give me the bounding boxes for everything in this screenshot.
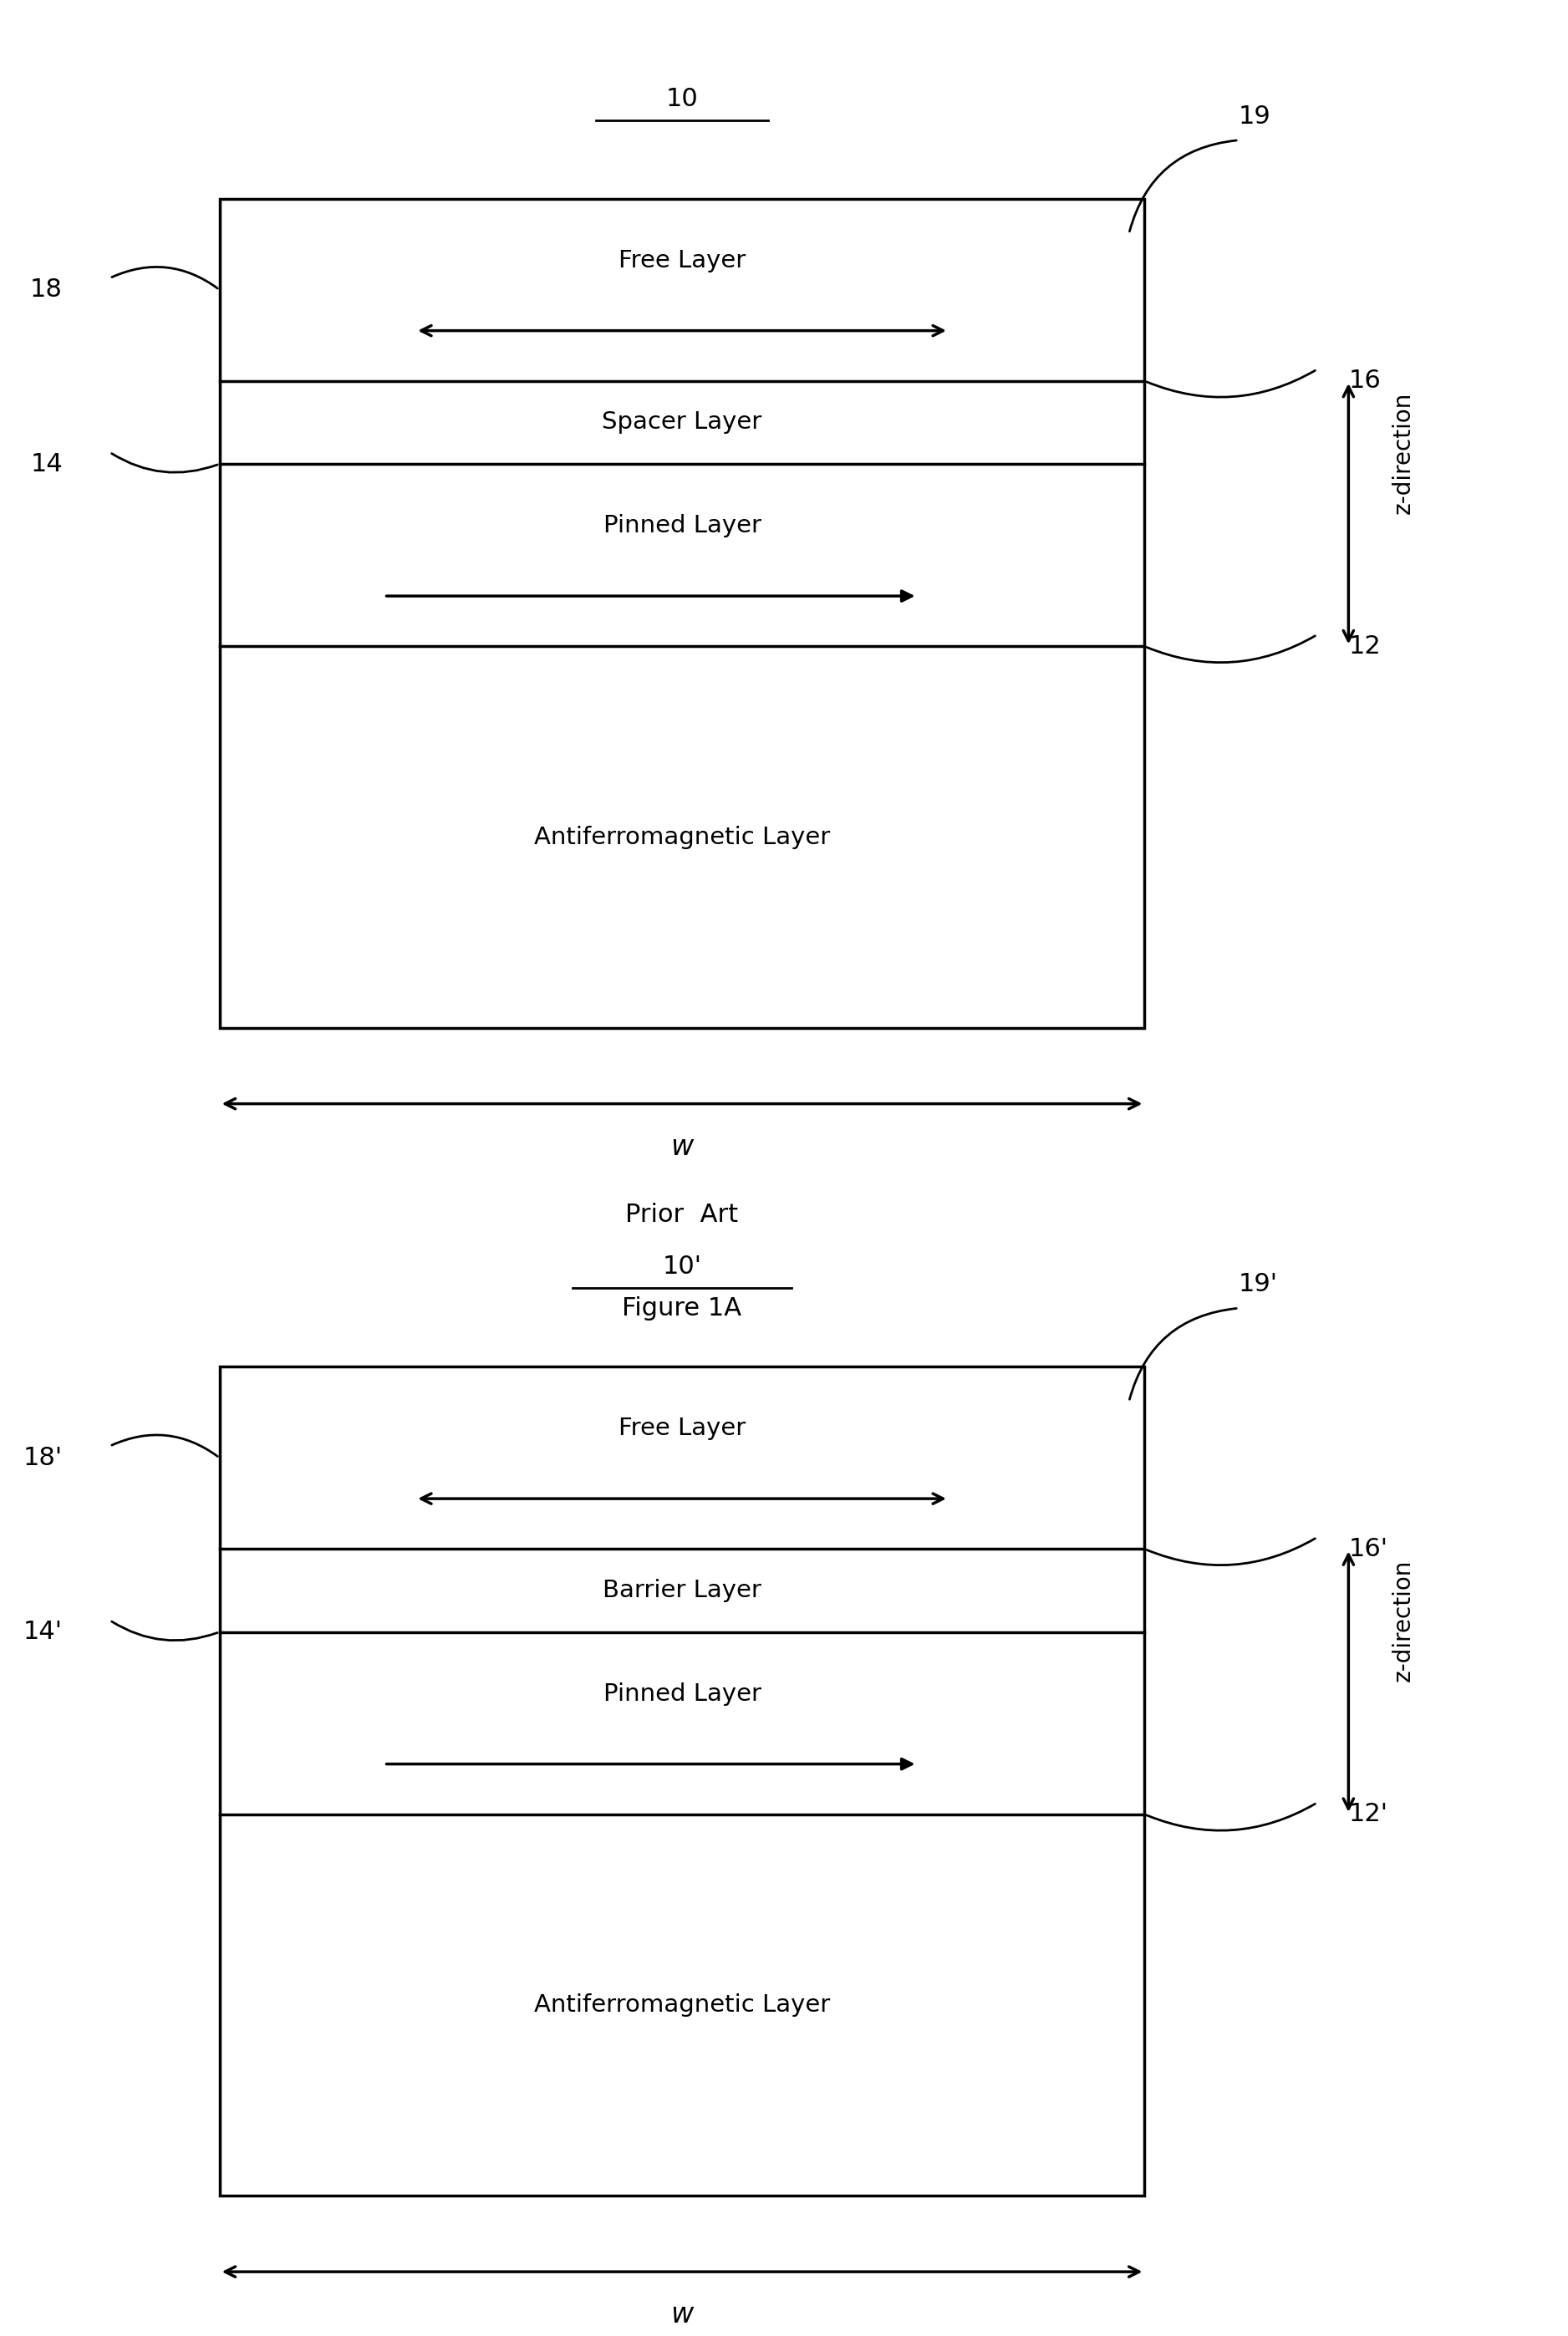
Text: 19: 19 bbox=[1239, 105, 1272, 128]
Text: 18: 18 bbox=[30, 278, 63, 301]
Text: Pinned Layer: Pinned Layer bbox=[604, 514, 760, 537]
Text: 18': 18' bbox=[24, 1446, 63, 1469]
Text: z-direction: z-direction bbox=[1392, 392, 1414, 514]
Text: Prior  Art: Prior Art bbox=[626, 1203, 739, 1226]
Text: 12: 12 bbox=[1348, 635, 1381, 659]
Text: Pinned Layer: Pinned Layer bbox=[604, 1682, 760, 1705]
Text: Free Layer: Free Layer bbox=[618, 250, 746, 273]
Text: Figure 1A: Figure 1A bbox=[622, 1296, 742, 1320]
Text: Antiferromagnetic Layer: Antiferromagnetic Layer bbox=[535, 825, 829, 848]
Text: Antiferromagnetic Layer: Antiferromagnetic Layer bbox=[535, 1993, 829, 2016]
Text: 14: 14 bbox=[30, 451, 63, 477]
Text: 14': 14' bbox=[24, 1619, 63, 1645]
Text: Spacer Layer: Spacer Layer bbox=[602, 411, 762, 434]
Text: Free Layer: Free Layer bbox=[618, 1418, 746, 1441]
Text: 16': 16' bbox=[1348, 1537, 1388, 1560]
Text: 12': 12' bbox=[1348, 1803, 1388, 1827]
Bar bbox=[220, 199, 1145, 1028]
Text: 10': 10' bbox=[662, 1254, 702, 1280]
Text: w: w bbox=[671, 2301, 693, 2329]
Text: 19': 19' bbox=[1239, 1273, 1278, 1296]
Text: w: w bbox=[671, 1133, 693, 1161]
Text: 10: 10 bbox=[666, 86, 698, 110]
Text: 16: 16 bbox=[1348, 369, 1381, 392]
Text: Barrier Layer: Barrier Layer bbox=[602, 1579, 762, 1602]
Bar bbox=[220, 1367, 1145, 2196]
Text: z-direction: z-direction bbox=[1392, 1560, 1414, 1682]
